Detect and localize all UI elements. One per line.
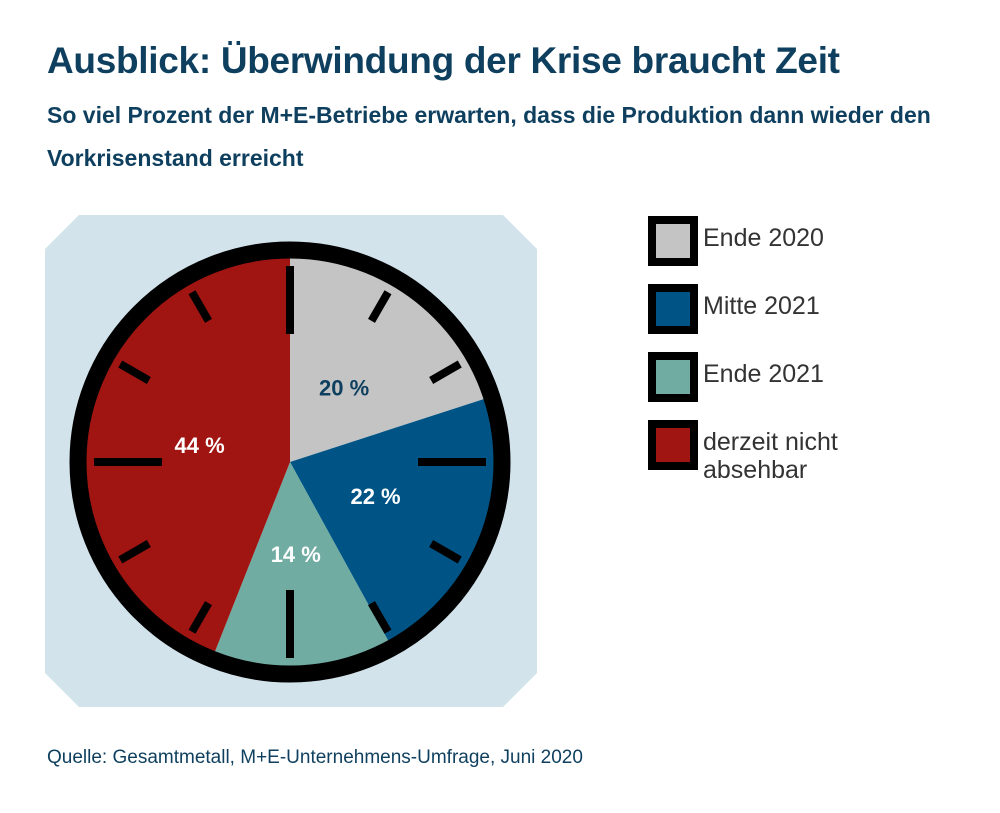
data-label-2: 14 % xyxy=(271,542,321,567)
page-title: Ausblick: Überwindung der Krise braucht … xyxy=(47,40,840,81)
subtitle: So viel Prozent der M+E-Betriebe erwarte… xyxy=(47,102,931,171)
clock-tick-5 xyxy=(368,601,392,634)
clock-ring xyxy=(69,241,511,683)
legend-label: derzeit nicht absehbar xyxy=(703,428,838,484)
legend-swatch xyxy=(648,284,698,334)
legend-swatch xyxy=(648,420,698,470)
pie-slice-0 xyxy=(290,258,485,462)
pie-slice-2 xyxy=(214,462,389,666)
legend-swatch xyxy=(648,352,698,402)
data-label-3: 44 % xyxy=(175,433,225,458)
data-label-1: 22 % xyxy=(350,484,400,509)
legend-label: Ende 2020 xyxy=(703,224,824,252)
clock-tick-1 xyxy=(368,290,392,323)
source-note: Quelle: Gesamtmetall, M+E-Unternehmens-U… xyxy=(47,747,583,768)
clock-tick-10 xyxy=(118,360,151,384)
clock-tick-7 xyxy=(188,601,212,634)
clock-tick-8 xyxy=(118,540,151,564)
clock-tick-4 xyxy=(429,540,462,564)
legend-label: Mitte 2021 xyxy=(703,292,820,320)
clock-tick-11 xyxy=(188,290,212,323)
legend-swatch xyxy=(648,216,698,266)
clock-tick-2 xyxy=(429,360,462,384)
legend-label: Ende 2021 xyxy=(703,360,824,388)
data-label-0: 20 % xyxy=(319,376,369,401)
